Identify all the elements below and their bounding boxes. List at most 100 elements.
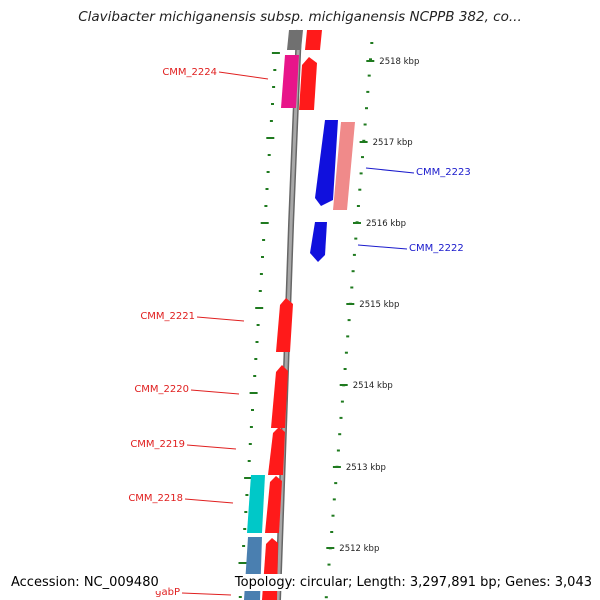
connector-cmm-2223: [365, 167, 415, 174]
connector-cmm-2220: [190, 389, 240, 395]
left-track-dot: [256, 324, 260, 326]
left-track-dot: [255, 341, 259, 343]
kbp-scale: 2518 kbp 2517 kbp 2516 kbp 2515 kbp 2514 kbp…: [326, 57, 419, 554]
left-track-dot: [259, 273, 263, 275]
right-track-dot: [343, 368, 347, 370]
gene-cmm-2223-salmon[interactable]: [333, 122, 355, 210]
gene-cmm-2220[interactable]: [271, 365, 288, 428]
right-track-dot: [330, 531, 334, 533]
kbp-tick-label: 2513 kbp: [346, 463, 386, 473]
left-track-dot: [271, 103, 274, 105]
kbp-tick-mark: [326, 547, 335, 549]
right-track-dot: [362, 139, 366, 142]
right-track-dot: [324, 596, 328, 599]
right-track-dot: [346, 335, 350, 338]
left-track-dot: [266, 137, 275, 139]
left-track-dot: [238, 596, 242, 598]
left-track-dot: [272, 86, 276, 88]
kbp-tick-label: 2517 kbp: [373, 138, 413, 148]
kbp-tick-label: 2514 kbp: [353, 381, 393, 391]
gene-cmm-2218-cyan[interactable]: [247, 475, 265, 533]
right-track-dot: [347, 319, 351, 322]
left-track-dot: [261, 256, 264, 258]
left-track-dot: [243, 528, 247, 530]
label-cmm-2221[interactable]: CMM_2221: [140, 311, 195, 322]
left-track-dot: [244, 477, 253, 479]
gene-top-gray[interactable]: [287, 30, 303, 50]
label-cmm-2220[interactable]: CMM_2220: [134, 384, 189, 395]
right-track-dot: [366, 90, 370, 93]
kbp-tick-mark: [359, 141, 368, 143]
left-track-dot: [251, 409, 254, 411]
gene-cmm-2222-blue[interactable]: [310, 222, 327, 262]
right-track-dot: [350, 286, 354, 289]
right-track-dot: [336, 449, 340, 452]
label-cmm-2223[interactable]: CMM_2223: [416, 167, 471, 178]
kbp-tick-label: 2512 kbp: [339, 544, 379, 554]
left-track-dot: [242, 545, 246, 547]
left-track-dot: [248, 443, 252, 445]
left-track-dot: [273, 69, 277, 71]
kbp-tick-label: 2516 kbp: [366, 219, 406, 229]
gene-labels: CMM_2224 CMM_2223 CMM_2222 CMM_2221 CMM_…: [128, 67, 470, 598]
connector-cmm-2218: [184, 498, 234, 504]
right-track-dot: [338, 433, 342, 436]
left-track-dot: [254, 358, 258, 360]
left-track-dot: [271, 52, 280, 54]
kbp-tick-label: 2515 kbp: [359, 300, 399, 310]
gene-cmm-2224-magenta[interactable]: [281, 55, 299, 108]
accession-text: Accession: NC_009480: [9, 574, 161, 591]
kbp-tick-mark: [339, 384, 348, 386]
gene-cmm-2221[interactable]: [276, 298, 293, 352]
left-track-dot: [266, 171, 270, 173]
right-track-dot: [370, 42, 374, 44]
connector-cmm-2222: [357, 244, 408, 250]
kbp-tick-label: 2518 kbp: [379, 57, 419, 67]
map-title: Clavibacter michiganensis subsp. michiga…: [78, 9, 522, 25]
gene-features: [244, 30, 355, 600]
right-track-dot: [365, 107, 368, 110]
label-cmm-2218[interactable]: CMM_2218: [128, 493, 183, 504]
label-gabp[interactable]: gabP: [155, 587, 180, 598]
connector-cmm-2219: [186, 444, 237, 450]
label-cmm-2224[interactable]: CMM_2224: [162, 67, 217, 78]
left-track-dot: [262, 239, 266, 241]
left-track-dot: [247, 460, 251, 462]
kbp-tick-mark: [332, 466, 341, 468]
left-track-dot: [249, 426, 253, 428]
gene-cmm-2224-red[interactable]: [299, 57, 317, 110]
connector-cmm-2221: [196, 316, 245, 322]
gene-cmm-2218-red[interactable]: [265, 476, 282, 533]
right-track-dot: [358, 188, 362, 191]
right-track-dot: [369, 58, 372, 61]
connector-gabp: [181, 592, 232, 596]
genome-summary-text: Topology: circular; Length: 3,297,891 bp…: [232, 574, 594, 591]
right-track-dot: [327, 563, 331, 566]
left-track-dot: [267, 154, 271, 156]
right-track-dot: [367, 74, 371, 77]
left-track-dot: [253, 375, 257, 377]
left-track-dot: [255, 307, 264, 309]
label-cmm-2222[interactable]: CMM_2222: [409, 243, 464, 254]
right-track-dot: [363, 123, 367, 126]
gene-cmm-2223-blue[interactable]: [315, 120, 338, 206]
left-track-dot: [269, 120, 273, 122]
label-cmm-2219[interactable]: CMM_2219: [130, 439, 185, 450]
right-track-dot: [356, 205, 360, 207]
right-track-dot: [354, 237, 358, 240]
left-track-dot: [244, 511, 248, 513]
left-dotted-track: [238, 52, 280, 598]
gene-cmm-2219[interactable]: [268, 427, 285, 475]
left-track-dot: [245, 494, 249, 496]
left-track-dot: [265, 188, 269, 190]
gene-top-red[interactable]: [305, 30, 322, 50]
left-track-dot: [238, 562, 247, 564]
left-track-dot: [260, 222, 269, 224]
connector-cmm-2224: [218, 71, 269, 80]
right-track-dot: [359, 172, 363, 175]
kbp-tick-mark: [353, 222, 361, 224]
right-track-dot: [344, 351, 348, 354]
right-track-dot: [351, 270, 355, 273]
right-track-dot: [339, 416, 343, 419]
